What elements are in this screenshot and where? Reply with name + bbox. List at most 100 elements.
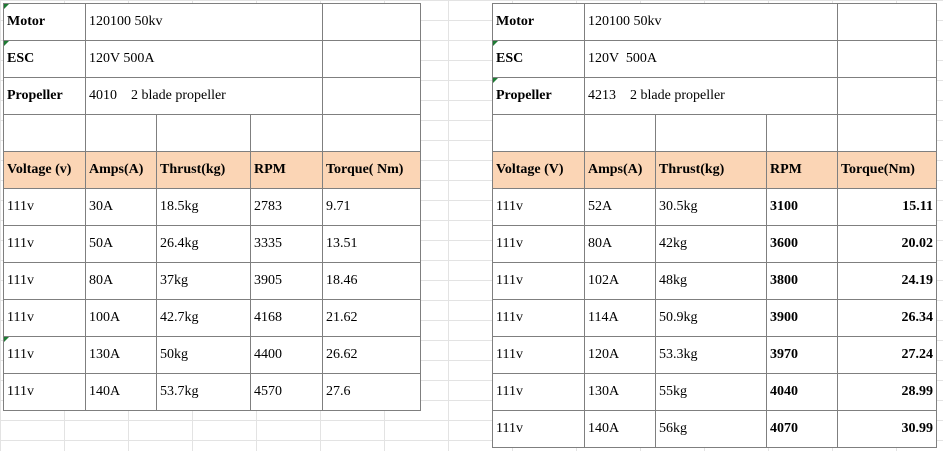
torque-cell[interactable]: 20.02 bbox=[837, 225, 937, 263]
torque-cell[interactable]: 27.6 bbox=[322, 373, 421, 411]
torque-cell[interactable]: 21.62 bbox=[322, 299, 421, 337]
motor-value-cell[interactable]: 120100 50kv bbox=[85, 3, 323, 41]
empty-cell[interactable] bbox=[322, 40, 421, 78]
voltage-cell[interactable]: 111v bbox=[3, 336, 86, 374]
rpm-cell[interactable]: 3600 bbox=[766, 225, 838, 263]
rpm-cell[interactable]: 4168 bbox=[250, 299, 323, 337]
torque-cell[interactable]: 30.99 bbox=[837, 410, 937, 448]
torque-cell[interactable]: 27.24 bbox=[837, 336, 937, 374]
torque-cell[interactable]: 9.71 bbox=[322, 188, 421, 226]
voltage-cell[interactable]: 111v bbox=[3, 299, 86, 337]
motor-label-cell[interactable]: Motor bbox=[3, 3, 86, 41]
amps-cell[interactable]: 50A bbox=[85, 225, 157, 263]
empty-cell[interactable] bbox=[766, 114, 838, 152]
amps-cell[interactable]: 120A bbox=[584, 336, 656, 374]
amps-cell[interactable]: 140A bbox=[584, 410, 656, 448]
rpm-cell[interactable]: 2783 bbox=[250, 188, 323, 226]
torque-cell[interactable]: 18.46 bbox=[322, 262, 421, 300]
motor-label-cell[interactable]: Motor bbox=[492, 3, 585, 41]
empty-cell[interactable] bbox=[655, 114, 767, 152]
esc-label-cell[interactable]: ESC bbox=[492, 40, 585, 78]
torque-cell[interactable]: 13.51 bbox=[322, 225, 421, 263]
motor-value-cell[interactable]: 120100 50kv bbox=[584, 3, 838, 41]
amps-cell[interactable]: 100A bbox=[85, 299, 157, 337]
amps-cell[interactable]: 52A bbox=[584, 188, 656, 226]
voltage-cell[interactable]: 111v bbox=[492, 262, 585, 300]
thrust-cell[interactable]: 53.7kg bbox=[156, 373, 251, 411]
voltage-cell[interactable]: 111v bbox=[3, 373, 86, 411]
empty-cell[interactable] bbox=[837, 3, 937, 41]
voltage-cell[interactable]: 111v bbox=[3, 225, 86, 263]
propeller-value-cell[interactable]: 4010 2 blade propeller bbox=[85, 77, 323, 115]
empty-cell[interactable] bbox=[3, 114, 86, 152]
amps-cell[interactable]: 80A bbox=[584, 225, 656, 263]
amps-cell[interactable]: 102A bbox=[584, 262, 656, 300]
empty-cell[interactable] bbox=[85, 114, 157, 152]
rpm-cell[interactable]: 3905 bbox=[250, 262, 323, 300]
thrust-cell[interactable]: 42kg bbox=[655, 225, 767, 263]
voltage-cell[interactable]: 111v bbox=[492, 225, 585, 263]
header-voltage[interactable]: Voltage (V) bbox=[492, 151, 585, 189]
thrust-cell[interactable]: 30.5kg bbox=[655, 188, 767, 226]
torque-cell[interactable]: 24.19 bbox=[837, 262, 937, 300]
thrust-cell[interactable]: 42.7kg bbox=[156, 299, 251, 337]
torque-cell[interactable]: 26.62 bbox=[322, 336, 421, 374]
esc-label-cell[interactable]: ESC bbox=[3, 40, 86, 78]
empty-cell[interactable] bbox=[322, 3, 421, 41]
header-thrust[interactable]: Thrust(kg) bbox=[655, 151, 767, 189]
voltage-cell[interactable]: 111v bbox=[3, 188, 86, 226]
empty-cell[interactable] bbox=[156, 114, 251, 152]
amps-cell[interactable]: 130A bbox=[85, 336, 157, 374]
empty-cell[interactable] bbox=[837, 114, 937, 152]
empty-cell[interactable] bbox=[837, 77, 937, 115]
empty-cell[interactable] bbox=[584, 114, 656, 152]
propeller-label-cell[interactable]: Propeller bbox=[492, 77, 585, 115]
torque-cell[interactable]: 28.99 bbox=[837, 373, 937, 411]
rpm-cell[interactable]: 4570 bbox=[250, 373, 323, 411]
propeller-label-cell[interactable]: Propeller bbox=[3, 77, 86, 115]
voltage-cell[interactable]: 111v bbox=[492, 188, 585, 226]
empty-cell[interactable] bbox=[837, 40, 937, 78]
amps-cell[interactable]: 140A bbox=[85, 373, 157, 411]
voltage-cell[interactable]: 111v bbox=[492, 373, 585, 411]
thrust-cell[interactable]: 26.4kg bbox=[156, 225, 251, 263]
rpm-cell[interactable]: 3100 bbox=[766, 188, 838, 226]
voltage-cell[interactable]: 111v bbox=[3, 262, 86, 300]
header-amps[interactable]: Amps(A) bbox=[584, 151, 656, 189]
rpm-cell[interactable]: 4040 bbox=[766, 373, 838, 411]
amps-cell[interactable]: 114A bbox=[584, 299, 656, 337]
rpm-cell[interactable]: 4400 bbox=[250, 336, 323, 374]
header-amps[interactable]: Amps(A) bbox=[85, 151, 157, 189]
thrust-cell[interactable]: 55kg bbox=[655, 373, 767, 411]
thrust-cell[interactable]: 50kg bbox=[156, 336, 251, 374]
rpm-cell[interactable]: 3800 bbox=[766, 262, 838, 300]
thrust-cell[interactable]: 53.3kg bbox=[655, 336, 767, 374]
torque-cell[interactable]: 15.11 bbox=[837, 188, 937, 226]
thrust-cell[interactable]: 48kg bbox=[655, 262, 767, 300]
voltage-cell[interactable]: 111v bbox=[492, 410, 585, 448]
header-rpm[interactable]: RPM bbox=[250, 151, 323, 189]
thrust-cell[interactable]: 56kg bbox=[655, 410, 767, 448]
header-torque[interactable]: Torque(Nm) bbox=[837, 151, 937, 189]
empty-cell[interactable] bbox=[322, 77, 421, 115]
header-torque[interactable]: Torque( Nm) bbox=[322, 151, 421, 189]
rpm-cell[interactable]: 3900 bbox=[766, 299, 838, 337]
voltage-cell[interactable]: 111v bbox=[492, 336, 585, 374]
header-voltage[interactable]: Voltage (v) bbox=[3, 151, 86, 189]
esc-value-cell[interactable]: 120V 500A bbox=[85, 40, 323, 78]
esc-value-cell[interactable]: 120V 500A bbox=[584, 40, 838, 78]
amps-cell[interactable]: 30A bbox=[85, 188, 157, 226]
propeller-value-cell[interactable]: 4213 2 blade propeller bbox=[584, 77, 838, 115]
amps-cell[interactable]: 80A bbox=[85, 262, 157, 300]
empty-cell[interactable] bbox=[322, 114, 421, 152]
empty-cell[interactable] bbox=[250, 114, 323, 152]
thrust-cell[interactable]: 37kg bbox=[156, 262, 251, 300]
rpm-cell[interactable]: 3970 bbox=[766, 336, 838, 374]
rpm-cell[interactable]: 3335 bbox=[250, 225, 323, 263]
empty-cell[interactable] bbox=[492, 114, 585, 152]
thrust-cell[interactable]: 50.9kg bbox=[655, 299, 767, 337]
rpm-cell[interactable]: 4070 bbox=[766, 410, 838, 448]
torque-cell[interactable]: 26.34 bbox=[837, 299, 937, 337]
amps-cell[interactable]: 130A bbox=[584, 373, 656, 411]
header-thrust[interactable]: Thrust(kg) bbox=[156, 151, 251, 189]
